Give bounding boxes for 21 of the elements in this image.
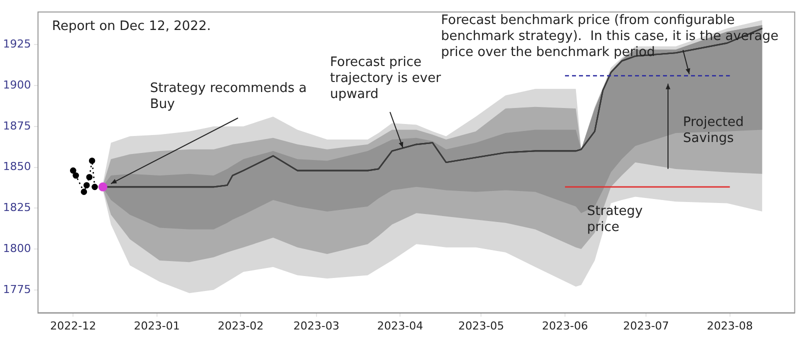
y-tick-label: 1850 (2, 160, 31, 174)
y-tick-label: 1800 (2, 242, 31, 255)
y-tick-label: 1900 (2, 78, 31, 92)
annotation: Forecast price trajectory is ever upward (330, 54, 442, 102)
x-tick-label: 2023-08 (706, 319, 753, 332)
x-tick-label: 2023-04 (377, 319, 424, 332)
annotation: Strategy recommends a Buy (150, 80, 307, 112)
x-tick-label: 2023-06 (542, 319, 588, 332)
annotation: Strategy price (587, 204, 644, 235)
x-tick-label: 2023-02 (218, 319, 264, 332)
x-tick-label: 2023-03 (293, 319, 340, 332)
y-tick-label: 1825 (2, 201, 31, 214)
y-tick-label: 1775 (2, 282, 31, 296)
x-tick-label: 2023-07 (623, 319, 670, 332)
x-tick-label: 2023-01 (134, 319, 180, 332)
annotation: Projected Savings (683, 114, 744, 146)
y-tick-label: 1925 (2, 38, 31, 51)
text: Report on Dec 12, 2022. (52, 18, 211, 34)
y-tick-label: 1875 (2, 119, 31, 132)
x-tick-label: 2023-05 (458, 319, 504, 332)
x-tick-label: 2022-12 (50, 319, 96, 332)
